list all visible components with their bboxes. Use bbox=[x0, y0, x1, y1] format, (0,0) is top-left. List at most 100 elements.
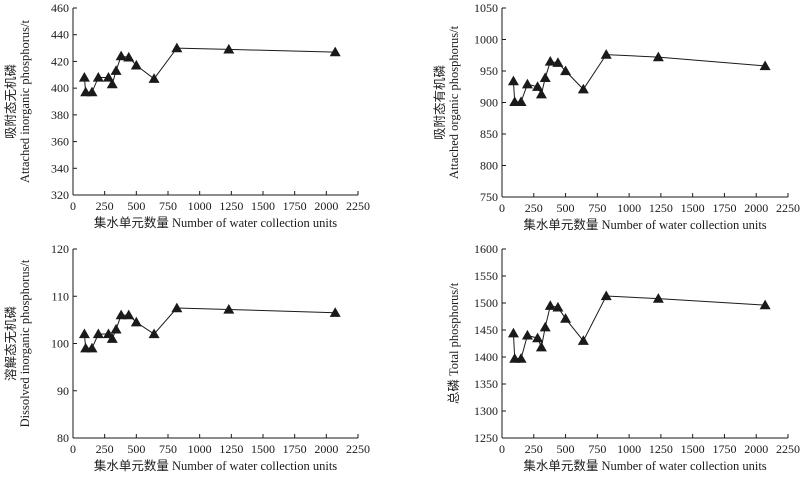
y-tick-label: 80 bbox=[57, 431, 69, 445]
data-point-marker bbox=[115, 50, 127, 61]
x-tick-label: 500 bbox=[557, 442, 575, 456]
y-tick-label: 340 bbox=[51, 161, 69, 175]
data-point-marker bbox=[759, 60, 771, 71]
x-tick-label: 0 bbox=[499, 442, 505, 456]
y-tick-label: 1450 bbox=[474, 323, 498, 337]
y-tick-label: 1400 bbox=[474, 350, 498, 364]
x-tick-label: 0 bbox=[499, 201, 505, 215]
x-tick-label: 1750 bbox=[712, 442, 736, 456]
y-tick-label: 440 bbox=[51, 28, 69, 42]
data-point-marker bbox=[600, 290, 612, 301]
y-tick-label: 1250 bbox=[474, 431, 498, 445]
data-point-marker bbox=[544, 56, 556, 66]
x-tick-label: 2250 bbox=[776, 201, 800, 215]
data-point-marker bbox=[110, 323, 122, 334]
y-tick-label: 380 bbox=[51, 108, 69, 122]
x-tick-label: 1250 bbox=[649, 201, 673, 215]
x-tick-label: 250 bbox=[525, 201, 543, 215]
x-tick-label: 1250 bbox=[219, 199, 243, 213]
y-tick-label: 850 bbox=[480, 127, 498, 141]
chart-svg: 0 250 500 750 1000 1250 1500 1750 2000 2250 1250 13… bbox=[446, 242, 800, 473]
data-point-marker bbox=[115, 309, 127, 320]
chart-svg: 0 250 500 750 1000 1250 1500 1750 2000 2250 750 800… bbox=[432, 1, 800, 232]
data-point-marker bbox=[532, 332, 544, 343]
x-axis-title: 集水单元数量 Number of water collection units bbox=[94, 215, 337, 230]
x-tick-label: 2250 bbox=[776, 442, 800, 456]
data-point-marker bbox=[106, 78, 118, 89]
data-point-marker bbox=[106, 333, 118, 343]
x-tick-label: 750 bbox=[159, 199, 177, 213]
data-point-marker bbox=[507, 327, 519, 338]
x-tick-label: 1500 bbox=[251, 199, 275, 213]
y-axis-title: 总磷 Total phosphorus/t bbox=[446, 282, 461, 404]
data-point-marker bbox=[223, 43, 235, 54]
x-tick-label: 0 bbox=[70, 442, 76, 456]
y-tick-label: 90 bbox=[57, 384, 69, 398]
y-tick-label: 360 bbox=[51, 135, 69, 149]
y-tick-label: 800 bbox=[480, 159, 498, 173]
x-tick-label: 250 bbox=[96, 199, 114, 213]
data-point-marker bbox=[86, 86, 98, 97]
data-point-marker bbox=[110, 65, 122, 75]
x-tick-label: 500 bbox=[557, 201, 575, 215]
data-point-marker bbox=[652, 293, 664, 303]
y-tick-label: 1550 bbox=[474, 269, 498, 283]
data-point-marker bbox=[329, 307, 341, 317]
data-point-marker bbox=[539, 72, 551, 83]
data-point-marker bbox=[539, 321, 551, 332]
data-point-marker bbox=[552, 57, 564, 67]
data-point-marker bbox=[102, 71, 114, 82]
x-tick-label: 1000 bbox=[617, 201, 641, 215]
data-point-marker bbox=[130, 59, 142, 70]
x-axis-title: 集水单元数量 Number of water collection units bbox=[523, 217, 766, 232]
data-point-marker bbox=[329, 46, 341, 57]
x-tick-label: 1250 bbox=[649, 442, 673, 456]
data-point-marker bbox=[535, 341, 547, 352]
x-tick-label: 750 bbox=[588, 442, 606, 456]
y-tick-label: 1500 bbox=[474, 296, 498, 310]
chart-attached-organic-phosphorus: 0 250 500 750 1000 1250 1500 1750 2000 2250 750 800… bbox=[404, 0, 808, 238]
x-tick-label: 1750 bbox=[283, 442, 307, 456]
x-tick-label: 1000 bbox=[617, 442, 641, 456]
data-point-marker bbox=[515, 353, 527, 363]
data-point-marker bbox=[544, 300, 556, 310]
data-point-marker bbox=[78, 71, 90, 82]
x-tick-label: 1250 bbox=[219, 442, 243, 456]
x-tick-label: 0 bbox=[70, 199, 76, 213]
x-tick-label: 250 bbox=[525, 442, 543, 456]
data-point-marker bbox=[759, 299, 771, 310]
data-point-marker bbox=[86, 342, 98, 353]
data-point-marker bbox=[78, 328, 90, 339]
chart-svg: 0 250 500 750 1000 1250 1500 1750 2000 2250 80 90 10… bbox=[3, 242, 370, 473]
data-point-marker bbox=[171, 42, 183, 53]
x-tick-label: 2000 bbox=[744, 442, 768, 456]
x-tick-label: 1500 bbox=[681, 201, 705, 215]
data-point-marker bbox=[507, 75, 519, 86]
y-axis-title: Attached inorganic phosphorus/t bbox=[18, 20, 32, 183]
data-point-marker bbox=[148, 328, 160, 339]
x-tick-label: 2000 bbox=[314, 442, 338, 456]
y-tick-label: 1000 bbox=[474, 33, 498, 47]
y-axis-title: 吸附态无机磷 bbox=[3, 64, 18, 140]
y-tick-label: 1350 bbox=[474, 377, 498, 391]
x-tick-label: 500 bbox=[127, 199, 145, 213]
x-tick-label: 1750 bbox=[283, 199, 307, 213]
y-axis-title: 溶解态无机磷 bbox=[3, 306, 18, 382]
y-axis-title: Attached organic phosphorus/t bbox=[447, 25, 461, 179]
x-tick-label: 1000 bbox=[188, 199, 212, 213]
x-tick-label: 750 bbox=[159, 442, 177, 456]
data-point-marker bbox=[560, 313, 572, 323]
y-axis-title: Dissolved inorganic phosphorus/t bbox=[18, 259, 32, 427]
y-tick-label: 1600 bbox=[474, 242, 498, 256]
chart-dissolved-inorganic-phosphorus: 0 250 500 750 1000 1250 1500 1750 2000 2250 80 90 10… bbox=[0, 240, 404, 477]
data-point-marker bbox=[521, 78, 533, 89]
y-tick-label: 460 bbox=[51, 1, 69, 15]
data-point-marker bbox=[652, 51, 664, 62]
x-tick-label: 250 bbox=[96, 442, 114, 456]
data-point-marker bbox=[577, 83, 589, 94]
x-tick-label: 1500 bbox=[251, 442, 275, 456]
y-tick-label: 900 bbox=[480, 96, 498, 110]
x-axis-title: 集水单元数量 Number of water collection units bbox=[94, 458, 337, 473]
x-axis-title: 集水单元数量 Number of water collection units bbox=[523, 458, 766, 473]
data-point-marker bbox=[535, 88, 547, 99]
